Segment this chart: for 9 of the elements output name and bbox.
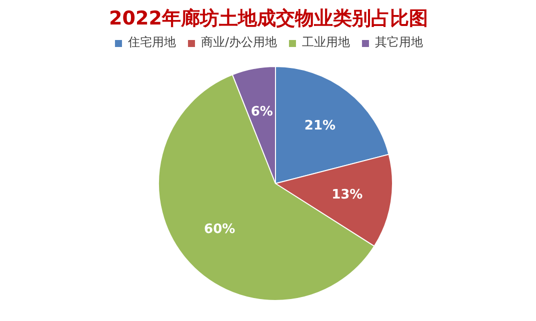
chart-title: 2022年廊坊土地成交物业类别占比图: [109, 8, 428, 30]
legend-label: 商业/办公用地: [200, 34, 278, 51]
data-label: 13%: [332, 187, 363, 202]
legend-label: 工业用地: [302, 34, 350, 51]
data-label: 21%: [304, 118, 336, 134]
legend-label: 其它用地: [375, 34, 424, 51]
data-label: 60%: [204, 222, 236, 238]
data-label: 6%: [250, 104, 273, 120]
legend-label: 住宅用地: [128, 34, 176, 51]
